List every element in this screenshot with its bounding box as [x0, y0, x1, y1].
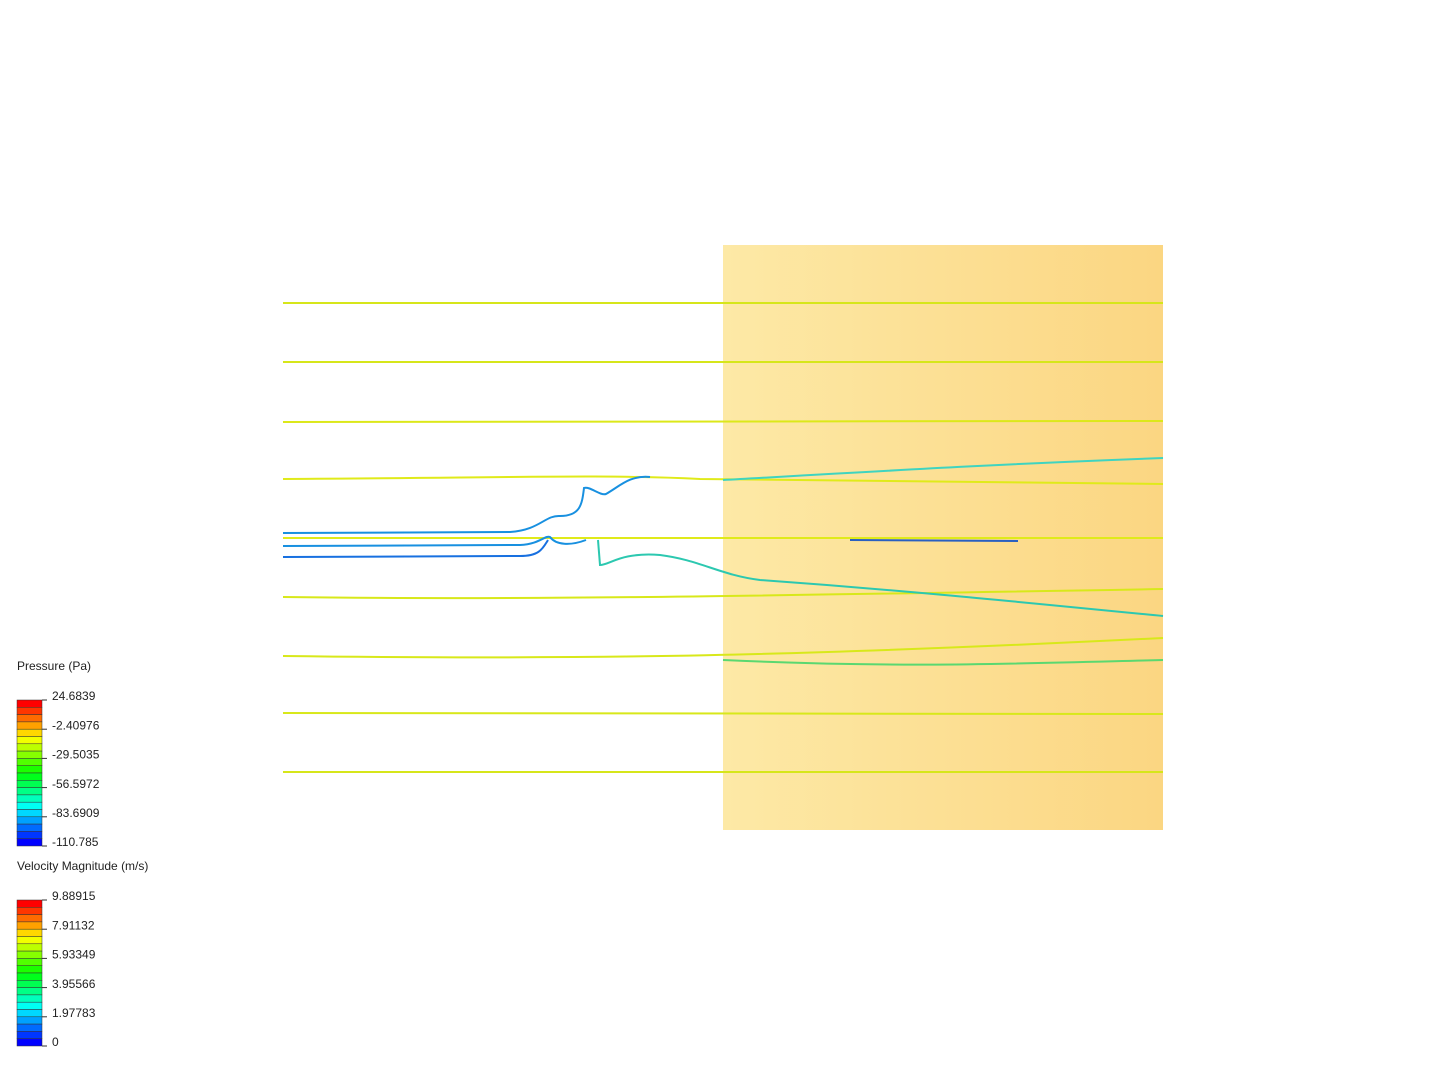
color-band: [16, 787, 43, 796]
streamline: [282, 535, 587, 547]
tick-label: 1.97783: [52, 1006, 96, 1020]
color-band: [16, 965, 43, 974]
color-band: [16, 743, 43, 752]
color-band: [16, 928, 43, 937]
color-band: [16, 765, 43, 774]
color-band: [16, 794, 43, 803]
streamline: [849, 539, 1019, 542]
streamline: [282, 475, 651, 534]
tick-label: -83.6909: [52, 806, 100, 820]
tick-label: -29.5035: [52, 748, 100, 762]
color-band: [16, 1038, 43, 1047]
color-band: [16, 750, 43, 759]
color-band: [16, 736, 43, 745]
color-band: [16, 943, 43, 952]
streamline: [282, 588, 1164, 600]
color-band: [16, 914, 43, 923]
tick-label: 3.95566: [52, 977, 96, 991]
color-band: [16, 980, 43, 988]
tick-label: -2.40976: [52, 718, 100, 732]
color-band: [16, 809, 43, 818]
tick-label: -110.785: [52, 835, 99, 849]
streamline: [722, 457, 1164, 481]
color-band: [16, 758, 43, 766]
color-band: [16, 707, 43, 715]
color-band: [16, 831, 43, 839]
color-band: [16, 994, 43, 1003]
color-band: [16, 972, 43, 981]
color-band: [16, 772, 43, 781]
color-band: [16, 816, 43, 825]
streamline: [282, 637, 1164, 659]
color-band: [16, 958, 43, 966]
color-band: [16, 699, 43, 708]
color-band: [16, 1016, 43, 1025]
color-band: [16, 714, 43, 723]
color-band: [16, 1001, 43, 1010]
color-band: [16, 823, 43, 832]
color-band: [16, 728, 43, 737]
color-band: [16, 950, 43, 959]
legends: Pressure (Pa) 24.6839 -2.40976 -29.5035 -56.…: [16, 659, 148, 1049]
tick-label: 5.93349: [52, 948, 96, 962]
color-band: [16, 899, 43, 908]
legend-title: Pressure (Pa): [17, 659, 91, 673]
tick-label: 9.88915: [52, 889, 96, 903]
streamline: [722, 659, 1164, 666]
streamline: [282, 475, 1164, 485]
streamline: [597, 539, 1164, 617]
streamline: [282, 712, 1164, 715]
color-band: [16, 721, 43, 730]
streamline: [282, 539, 549, 558]
tick-label: 7.91132: [52, 918, 95, 932]
color-band: [16, 1023, 43, 1032]
color-band: [16, 907, 43, 915]
tick-label: 24.6839: [52, 689, 96, 703]
tick-label: 0: [52, 1035, 59, 1049]
color-band: [16, 1031, 43, 1039]
legend-title: Velocity Magnitude (m/s): [17, 859, 148, 873]
streamlines: [282, 302, 1164, 773]
color-band: [16, 1009, 43, 1018]
color-band: [16, 780, 43, 788]
color-band: [16, 936, 43, 945]
streamline: [282, 420, 1164, 423]
color-band: [16, 801, 43, 810]
tick-label: -56.5972: [52, 777, 100, 791]
color-band: [16, 987, 43, 996]
color-band: [16, 921, 43, 930]
color-band: [16, 838, 43, 847]
